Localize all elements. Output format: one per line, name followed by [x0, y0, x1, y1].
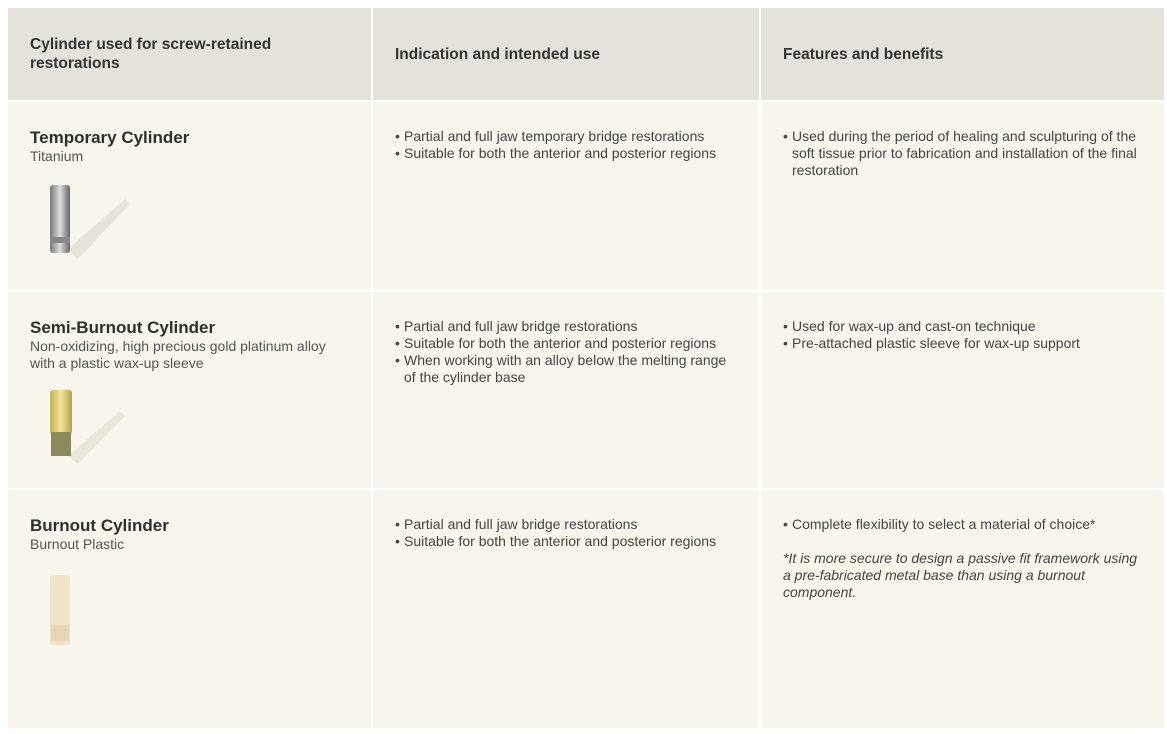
indication-cell: Partial and full jaw temporary bridge re…	[373, 102, 759, 290]
features-cell: Used for wax-up and cast-on techniquePre…	[761, 292, 1164, 488]
list-item: Partial and full jaw temporary bridge re…	[395, 128, 739, 145]
list-item: When working with an alloy below the mel…	[395, 352, 739, 386]
product-cell: Burnout Cylinder Burnout Plastic	[8, 490, 371, 728]
header-cell: Features and benefits	[761, 8, 1164, 100]
footnote: *It is more secure to design a passive f…	[783, 550, 1138, 600]
list-item: Used during the period of healing and sc…	[783, 128, 1144, 179]
product-material: Non-oxidizing, high precious gold platin…	[30, 338, 326, 371]
features-cell: Complete flexibility to select a materia…	[761, 490, 1164, 728]
list-item: Used for wax-up and cast-on technique	[783, 318, 1144, 335]
indication-list: Partial and full jaw temporary bridge re…	[395, 128, 739, 162]
list-item: Partial and full jaw bridge restorations	[395, 318, 739, 335]
features-list: Used for wax-up and cast-on techniquePre…	[783, 318, 1144, 352]
features-cell: Used during the period of healing and sc…	[761, 102, 1164, 290]
header-cell: Cylinder used for screw-retained restora…	[8, 8, 371, 100]
indication-cell: Partial and full jaw bridge restorations…	[373, 490, 759, 728]
product-image	[50, 185, 130, 259]
product-name: Temporary Cylinder	[30, 128, 190, 147]
product-material: Burnout Plastic	[30, 536, 125, 552]
features-list: Used during the period of healing and sc…	[783, 128, 1144, 179]
list-item: Complete flexibility to select a materia…	[783, 516, 1144, 533]
product-cell: Temporary Cylinder Titanium	[8, 102, 371, 290]
table: Cylinder used for screw-retained restora…	[8, 8, 1164, 728]
list-item: Suitable for both the anterior and poste…	[395, 335, 739, 352]
product-image	[50, 390, 125, 464]
product-cell: Semi-Burnout Cylinder Non-oxidizing, hig…	[8, 292, 371, 488]
product-image	[50, 575, 70, 645]
list-item: Partial and full jaw bridge restorations	[395, 516, 739, 533]
indication-cell: Partial and full jaw bridge restorations…	[373, 292, 759, 488]
product-material: Titanium	[30, 148, 84, 164]
list-item: Pre-attached plastic sleeve for wax-up s…	[783, 335, 1144, 352]
list-item: Suitable for both the anterior and poste…	[395, 145, 739, 162]
product-name: Semi-Burnout Cylinder	[30, 318, 216, 337]
indication-list: Partial and full jaw bridge restorations…	[395, 318, 739, 386]
product-name: Burnout Cylinder	[30, 516, 169, 535]
header-cell: Indication and intended use	[373, 8, 759, 100]
indication-list: Partial and full jaw bridge restorations…	[395, 516, 739, 550]
list-item: Suitable for both the anterior and poste…	[395, 533, 739, 550]
features-list: Complete flexibility to select a materia…	[783, 516, 1144, 533]
